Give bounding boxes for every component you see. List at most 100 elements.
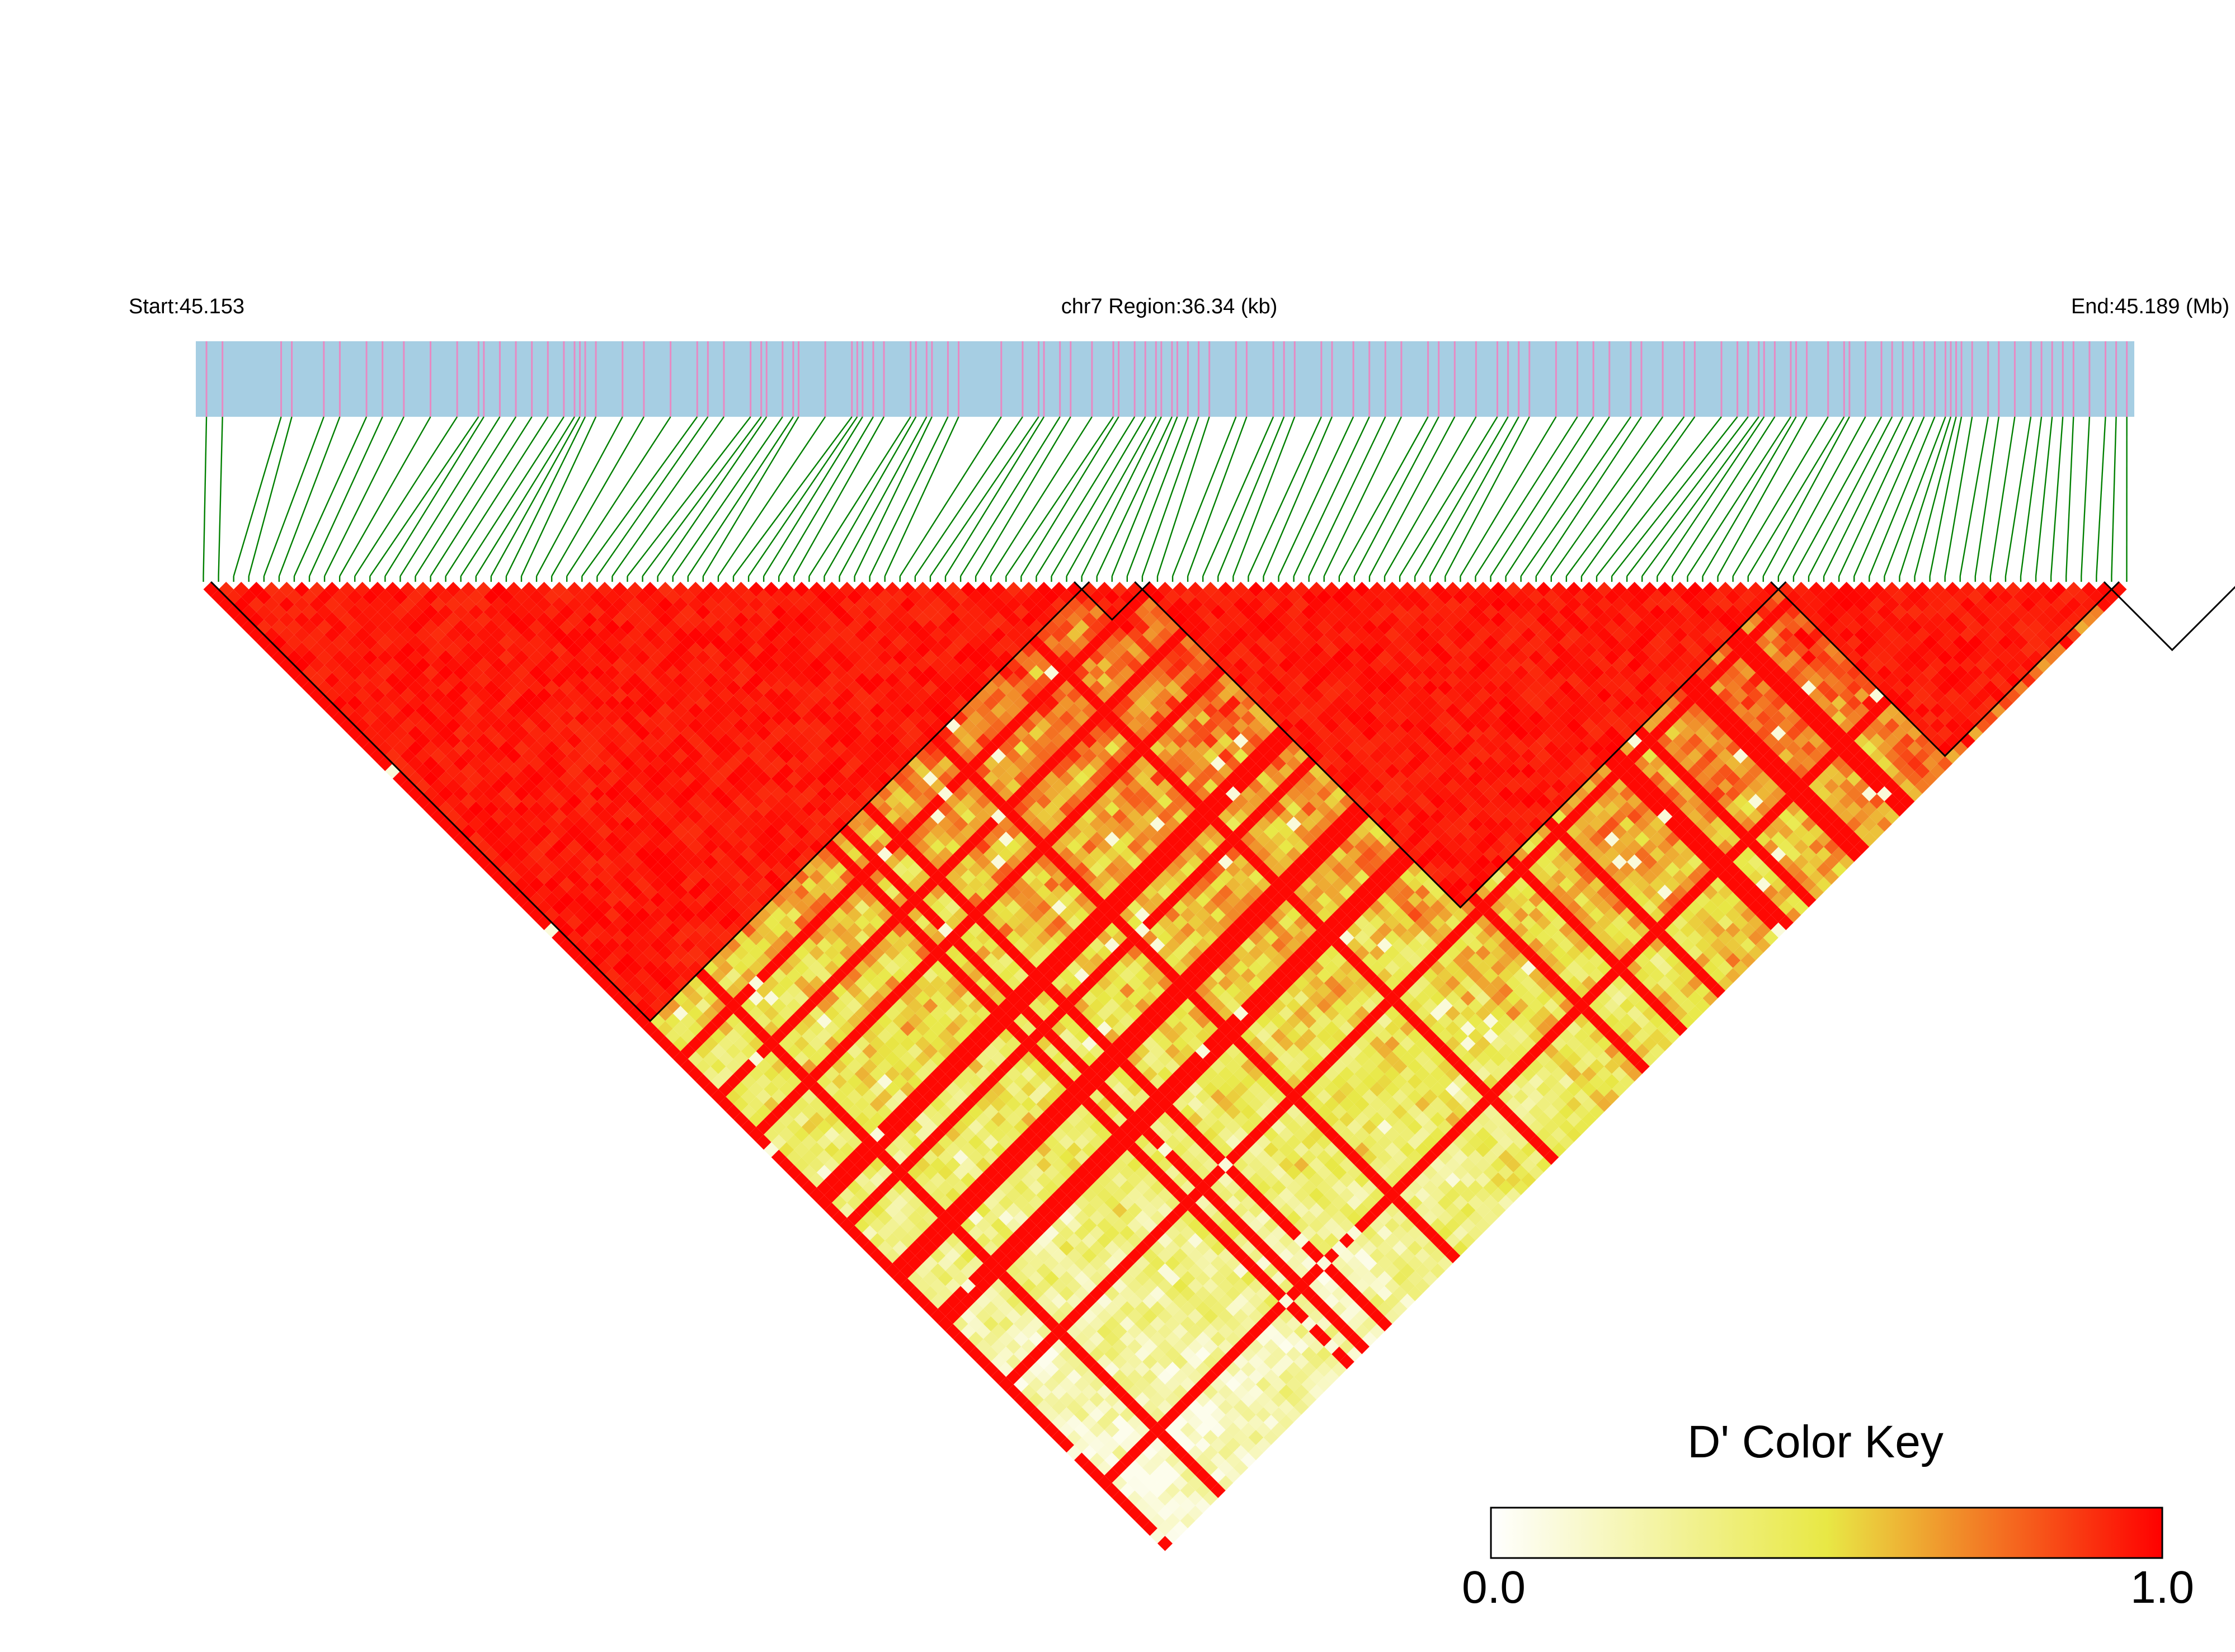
- snp-link: [551, 416, 644, 577]
- snp-link: [399, 416, 501, 577]
- snp-link: [1353, 416, 1439, 577]
- snp-link: [324, 416, 404, 577]
- snp-link: [1687, 416, 1791, 577]
- snp-link: [1808, 416, 1893, 577]
- snp-link: [1641, 416, 1759, 577]
- snp-link: [1156, 416, 1210, 577]
- snp-link: [839, 416, 928, 577]
- snp-link: [1036, 416, 1136, 577]
- snp-link: [748, 416, 858, 577]
- snp-link: [1657, 416, 1765, 577]
- snp-link: [1444, 416, 1530, 577]
- snp-link: [1899, 416, 1952, 577]
- snp-link: [1232, 416, 1296, 577]
- snp-link: [717, 416, 826, 577]
- snp-link: [430, 416, 533, 577]
- snp-link: [1066, 416, 1157, 577]
- snp-link: [687, 416, 794, 577]
- snp-link: [975, 416, 1071, 577]
- snp-link: [733, 416, 853, 577]
- snp-link: [642, 416, 762, 577]
- snp-link: [763, 416, 863, 577]
- snp-link: [218, 416, 223, 577]
- snp-link: [2081, 416, 2091, 577]
- snp-link: [2050, 416, 2064, 577]
- snp-link: [308, 416, 383, 577]
- snp-links: [203, 416, 2128, 582]
- snp-link: [2111, 416, 2117, 577]
- snp-link: [824, 416, 917, 577]
- snp-link: [1535, 416, 1642, 577]
- snp-link: [1187, 416, 1248, 577]
- snp-link: [1338, 416, 1429, 577]
- snp-link: [1096, 416, 1173, 577]
- snp-link: [293, 416, 368, 577]
- snp-link: [278, 416, 341, 577]
- snp-link: [1520, 416, 1631, 577]
- snp-link: [1368, 416, 1456, 577]
- snp-link: [566, 416, 671, 577]
- snp-link: [914, 416, 1023, 577]
- snp-link: [884, 416, 959, 577]
- snp-link: [1005, 416, 1114, 577]
- snp-link: [1929, 416, 1963, 577]
- region-band: [196, 341, 2134, 417]
- snp-link: [203, 416, 208, 577]
- snp-link: [1853, 416, 1925, 577]
- snp-link: [1732, 416, 1829, 577]
- snp-link: [702, 416, 799, 577]
- snp-link: [1565, 416, 1685, 577]
- snp-link: [1111, 416, 1178, 577]
- snp-link: [2096, 416, 2106, 577]
- region-end-label: End:45.189 (Mb): [2071, 295, 2229, 318]
- snp-link: [1792, 416, 1883, 577]
- snp-link: [1414, 416, 1509, 577]
- snp-link: [2020, 416, 2043, 577]
- ld-triangle: [203, 582, 2127, 1551]
- snp-link: [657, 416, 768, 577]
- snp-link: [1171, 416, 1237, 577]
- snp-link: [1429, 416, 1519, 577]
- snp-link: [263, 416, 324, 577]
- snp-link: [1308, 416, 1386, 577]
- snp-link: [1672, 416, 1776, 577]
- snp-link: [233, 416, 282, 577]
- snp-link: [899, 416, 1002, 577]
- snp-link: [1263, 416, 1333, 577]
- snp-link: [1626, 416, 1749, 577]
- snp-link: [384, 416, 484, 577]
- snp-link: [369, 416, 479, 577]
- snp-link: [1838, 416, 1914, 577]
- snp-link: [854, 416, 933, 577]
- snp-link: [611, 416, 724, 577]
- snp-link: [596, 416, 709, 577]
- snp-link: [1580, 416, 1696, 577]
- snp-link: [672, 416, 783, 577]
- snp-link: [1777, 416, 1866, 577]
- snp-link: [869, 416, 949, 577]
- snp-link: [1490, 416, 1594, 577]
- snp-link: [460, 416, 564, 577]
- snp-link: [627, 416, 751, 577]
- snp-link: [1460, 416, 1557, 577]
- snp-link: [1081, 416, 1162, 577]
- snp-link: [1399, 416, 1498, 577]
- snp-link: [1475, 416, 1578, 577]
- snp-ticks: [205, 341, 2128, 417]
- snp-link: [1051, 416, 1146, 577]
- snp-link: [793, 416, 885, 577]
- snp-link: [1248, 416, 1322, 577]
- snp-link: [536, 416, 623, 577]
- snp-link: [1989, 416, 2016, 577]
- snp-link: [808, 416, 911, 577]
- snp-link: [1384, 416, 1477, 577]
- snp-link: [248, 416, 293, 577]
- snp-link: [520, 416, 597, 577]
- snp-link: [1823, 416, 1904, 577]
- snp-link: [1959, 416, 1989, 577]
- snp-link: [1278, 416, 1354, 577]
- snp-link: [1323, 416, 1402, 577]
- snp-link: [2065, 416, 2074, 577]
- snp-link: [1505, 416, 1610, 577]
